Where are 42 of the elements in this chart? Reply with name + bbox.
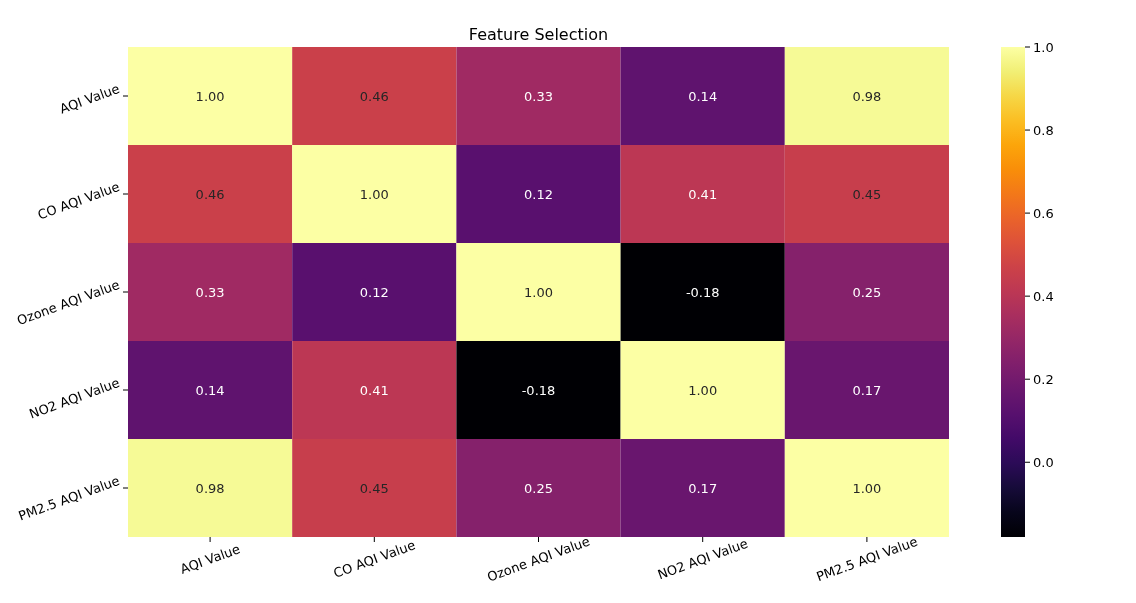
y-tick-label: AQI Value [57, 81, 122, 117]
color-bar-label: 0.8 [1033, 122, 1054, 138]
data-label: 1.00 [852, 480, 882, 496]
x-tick-label: PM2.5 AQI Value [814, 533, 920, 585]
y-tick-label: NO2 AQI Value [27, 375, 122, 422]
data-label: 0.33 [195, 284, 225, 300]
x-tick-label: Ozone AQI Value [485, 533, 592, 585]
data-label: 0.98 [195, 480, 225, 496]
data-label: 0.25 [852, 284, 882, 300]
data-label: 0.33 [524, 88, 553, 104]
data-label: 1.00 [524, 284, 553, 300]
data-label: 0.12 [524, 186, 553, 202]
chart-title: Feature Selection [468, 25, 609, 44]
y-tick-label: PM2.5 AQI Value [16, 473, 122, 524]
data-label: 1.00 [195, 88, 225, 104]
color-bar-label: 1.0 [1033, 39, 1054, 55]
color-bar-label: 0.2 [1033, 371, 1054, 387]
data-label: 0.98 [852, 88, 882, 104]
data-label: 0.14 [195, 382, 225, 398]
data-label: 0.46 [359, 88, 389, 104]
data-label: 0.14 [688, 88, 718, 104]
data-label: 0.12 [359, 284, 389, 300]
x-tick-label: AQI Value [178, 541, 243, 577]
color-bar-label: 0.4 [1033, 288, 1054, 304]
y-tick-label: Ozone AQI Value [15, 277, 122, 329]
color-bar-label: 0.0 [1033, 454, 1054, 470]
data-label: 0.17 [852, 382, 882, 398]
data-label: 0.46 [195, 186, 225, 202]
data-label: 0.45 [852, 186, 882, 202]
data-label: 0.41 [359, 382, 389, 398]
x-tick-label: NO2 AQI Value [655, 535, 750, 583]
data-label: 0.25 [524, 480, 553, 496]
data-label: -0.18 [521, 382, 556, 398]
data-label: 1.00 [688, 382, 718, 398]
y-tick-label: CO AQI Value [35, 179, 122, 223]
data-label: 0.41 [688, 186, 718, 202]
data-label: 0.45 [359, 480, 389, 496]
data-label: -0.18 [685, 284, 720, 300]
data-label: 0.17 [688, 480, 718, 496]
x-tick-label: CO AQI Value [331, 537, 418, 581]
color-bar-label: 0.6 [1033, 205, 1054, 221]
data-label: 1.00 [359, 186, 389, 202]
